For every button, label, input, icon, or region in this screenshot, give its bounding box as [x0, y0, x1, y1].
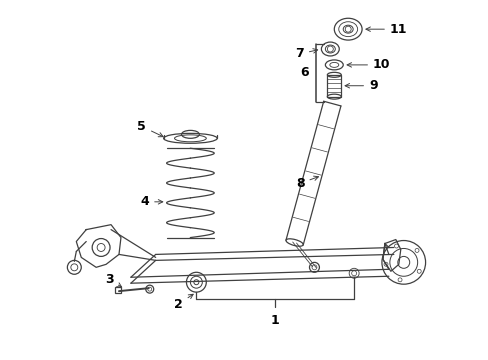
Bar — [115, 287, 121, 293]
Text: 1: 1 — [270, 314, 279, 327]
Text: 4: 4 — [140, 195, 163, 208]
Text: 8: 8 — [295, 176, 318, 190]
Bar — [326, 75, 341, 96]
Text: 9: 9 — [345, 79, 377, 92]
Text: 7: 7 — [295, 48, 317, 60]
Text: 11: 11 — [365, 23, 407, 36]
Text: 6: 6 — [299, 66, 308, 79]
Text: 5: 5 — [137, 120, 163, 137]
Text: 2: 2 — [174, 294, 193, 311]
Text: 3: 3 — [104, 273, 122, 287]
Text: 10: 10 — [346, 58, 390, 71]
